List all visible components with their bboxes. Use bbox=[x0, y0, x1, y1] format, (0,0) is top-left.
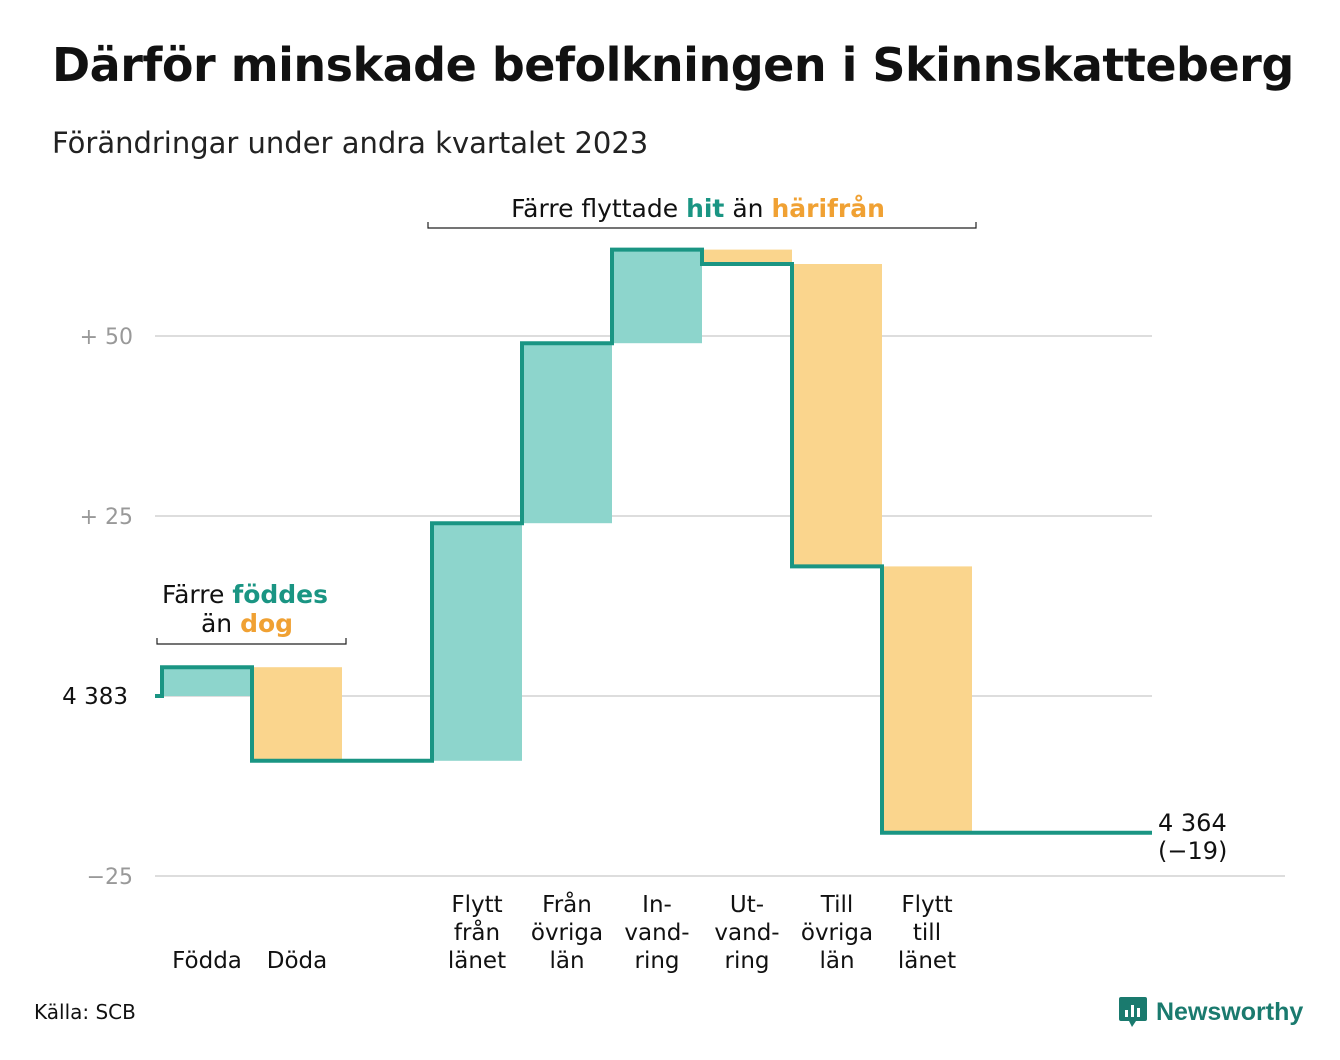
category-label: övriga bbox=[801, 920, 873, 946]
category-label: till bbox=[913, 920, 941, 946]
birth-bracket bbox=[156, 638, 347, 645]
category-label: ring bbox=[634, 948, 679, 974]
newsworthy-logo-icon bbox=[1119, 997, 1147, 1027]
category-label: Till bbox=[820, 892, 854, 918]
start-value-label: 4 383 bbox=[62, 684, 128, 710]
category-label: län bbox=[819, 948, 854, 974]
bars bbox=[162, 249, 972, 833]
y-tick-label: −25 bbox=[87, 865, 133, 890]
annotation-text: Färre bbox=[162, 580, 232, 609]
decrease-bar bbox=[792, 264, 882, 567]
running-total-line bbox=[155, 247, 1152, 835]
increase-bar bbox=[162, 667, 252, 696]
category-label: Flytt bbox=[901, 892, 952, 918]
category-label: ring bbox=[724, 948, 769, 974]
decrease-bar bbox=[702, 249, 792, 264]
category-label: från bbox=[454, 918, 500, 946]
category-label: vand- bbox=[714, 920, 779, 946]
category-label: länet bbox=[898, 948, 956, 974]
end-change-label: (−19) bbox=[1158, 837, 1227, 865]
category-label: Flytt bbox=[451, 892, 502, 918]
category-label: länet bbox=[448, 948, 506, 974]
decrease-bar bbox=[882, 566, 972, 833]
brand-name: Newsworthy bbox=[1156, 997, 1304, 1026]
brand-logo[interactable]: Newsworthy bbox=[1118, 994, 1303, 1030]
annotation-highlight-in: hit bbox=[686, 194, 724, 223]
increase-bar bbox=[522, 343, 612, 524]
step-line bbox=[155, 247, 1152, 835]
source-note: Källa: SCB bbox=[34, 1000, 136, 1024]
category-label: län bbox=[549, 948, 584, 974]
birth-annotation-line1: Färre föddes bbox=[162, 580, 328, 609]
chart-subtitle: Förändringar under andra kvartalet 2023 bbox=[52, 126, 649, 160]
category-label: vand- bbox=[624, 920, 689, 946]
migration-bracket bbox=[427, 222, 977, 229]
category-label: Från bbox=[542, 890, 592, 918]
birth-annotation-line2: än dog bbox=[201, 609, 293, 638]
category-label: Ut- bbox=[730, 892, 764, 918]
annotation-text: Färre flyttade bbox=[511, 194, 686, 223]
category-label: In- bbox=[642, 892, 672, 918]
y-tick-label: + 50 bbox=[80, 325, 133, 350]
increase-bar bbox=[612, 249, 702, 344]
decrease-bar bbox=[252, 667, 342, 761]
annotation-highlight-births: föddes bbox=[232, 580, 328, 609]
category-label: övriga bbox=[531, 920, 603, 946]
chart-title: Därför minskade befolkningen i Skinnskat… bbox=[52, 38, 1294, 92]
annotation-text: än bbox=[201, 609, 240, 638]
annotation-text: än bbox=[724, 194, 771, 223]
annotation-highlight-out: härifrån bbox=[771, 194, 884, 223]
annotation-highlight-deaths: dog bbox=[240, 609, 293, 638]
migration-annotation: Färre flyttade hit än härifrån bbox=[511, 194, 885, 223]
y-tick-label: + 25 bbox=[80, 505, 133, 530]
increase-bar bbox=[432, 523, 522, 761]
category-label: Döda bbox=[267, 948, 327, 974]
end-value-label: 4 364 bbox=[1158, 809, 1227, 837]
category-label: Födda bbox=[172, 948, 242, 974]
